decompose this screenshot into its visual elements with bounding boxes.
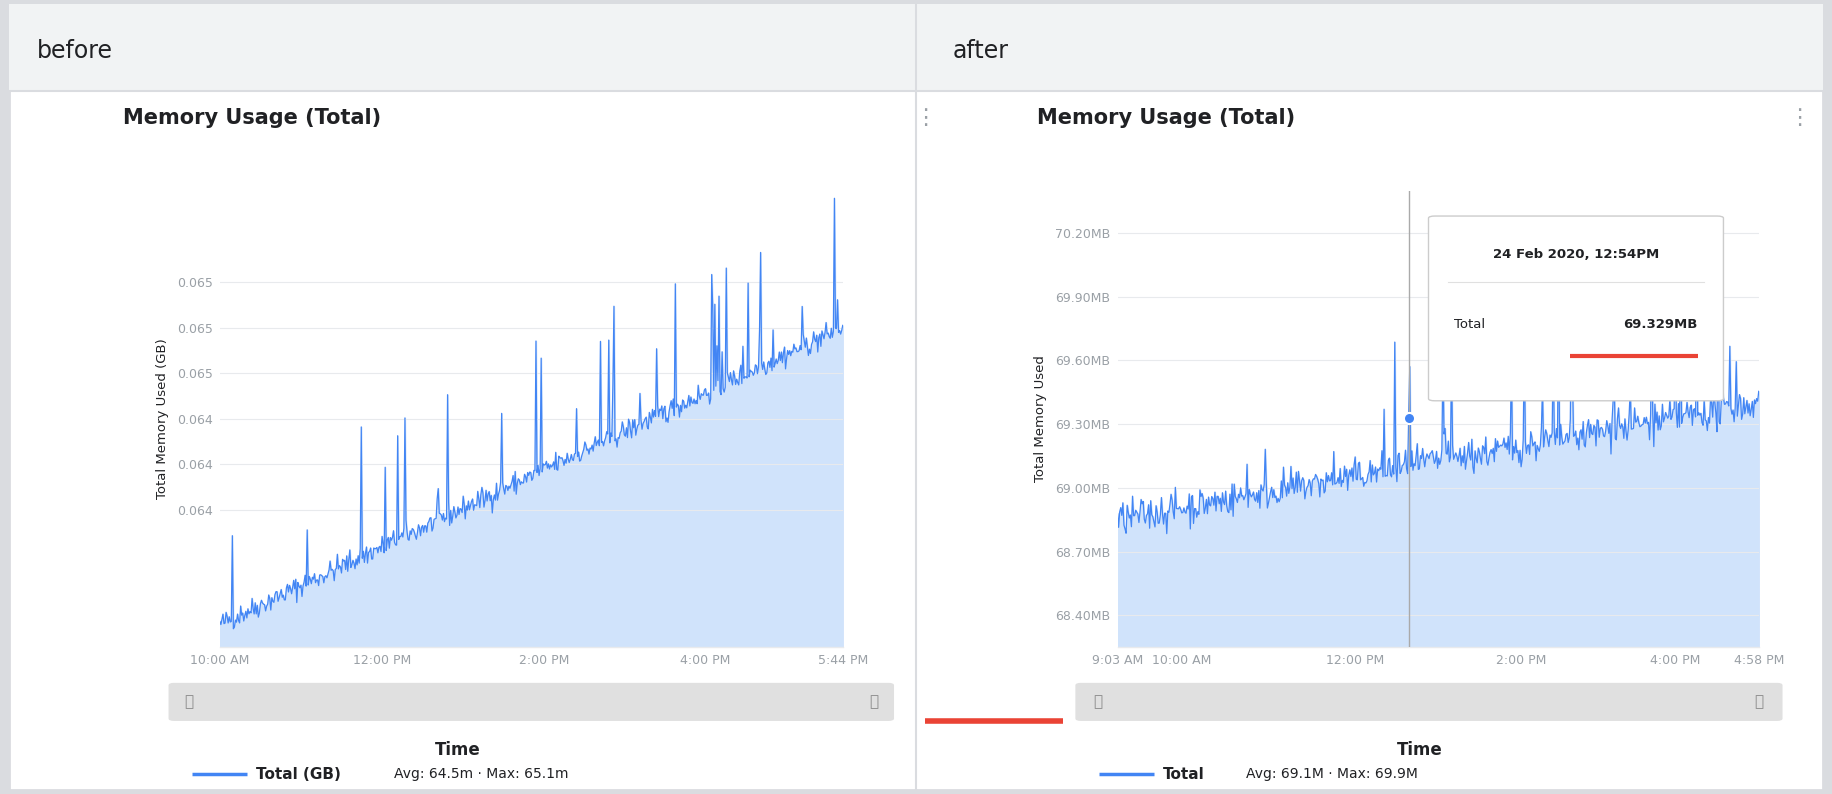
Text: ⏸: ⏸ — [1094, 695, 1101, 709]
Text: Memory Usage (Total): Memory Usage (Total) — [1037, 108, 1295, 129]
Text: ⏸: ⏸ — [185, 695, 192, 709]
Text: 69.329MB: 69.329MB — [1623, 318, 1698, 331]
Text: ⏸: ⏸ — [870, 695, 878, 709]
Text: after: after — [953, 39, 1009, 63]
FancyBboxPatch shape — [9, 4, 916, 91]
Text: 24 Feb 2020, 12:54PM: 24 Feb 2020, 12:54PM — [1493, 248, 1660, 260]
Text: ⋮: ⋮ — [914, 108, 936, 129]
FancyBboxPatch shape — [1075, 683, 1783, 721]
Y-axis label: Total Memory Used: Total Memory Used — [1033, 356, 1048, 482]
Text: Total: Total — [1455, 318, 1486, 331]
Text: before: before — [37, 39, 112, 63]
Text: Time: Time — [1398, 742, 1442, 759]
Y-axis label: Total Memory Used (GB): Total Memory Used (GB) — [156, 338, 169, 499]
FancyBboxPatch shape — [9, 4, 1823, 790]
Text: Avg: 69.1M · Max: 69.9M: Avg: 69.1M · Max: 69.9M — [1246, 767, 1418, 781]
Text: Total (GB): Total (GB) — [256, 767, 341, 781]
Text: ⋮: ⋮ — [1788, 108, 1810, 129]
FancyBboxPatch shape — [916, 4, 1823, 91]
FancyBboxPatch shape — [1429, 216, 1724, 401]
Text: Time: Time — [436, 742, 480, 759]
Text: ⏸: ⏸ — [1755, 695, 1762, 709]
Text: Avg: 64.5m · Max: 65.1m: Avg: 64.5m · Max: 65.1m — [394, 767, 568, 781]
Text: Memory Usage (Total): Memory Usage (Total) — [123, 108, 381, 129]
FancyBboxPatch shape — [169, 683, 894, 721]
Text: Total: Total — [1163, 767, 1205, 781]
